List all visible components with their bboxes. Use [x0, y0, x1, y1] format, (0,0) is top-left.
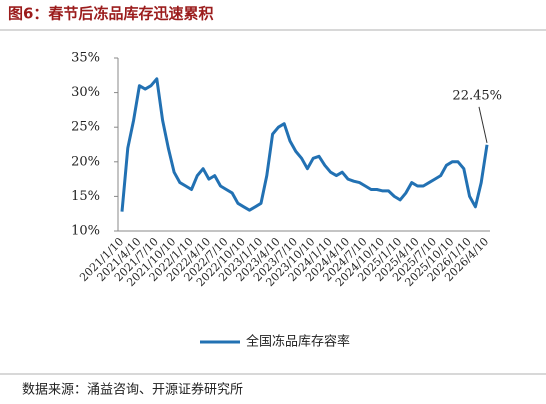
y-tick-label: 15% [71, 189, 100, 204]
y-tick-label: 10% [71, 224, 100, 239]
legend-label: 全国冻品库存容率 [246, 334, 350, 350]
chart-title: 图6：春节后冻品库存迅速累积 [8, 5, 213, 23]
y-tick-label: 35% [71, 51, 100, 66]
value-label: 22.45% [452, 88, 502, 103]
source: 数据来源：涌益咨询、开源证券研究所 [22, 382, 243, 398]
label-leader [478, 106, 488, 143]
series-line [120, 77, 489, 212]
y-tick-label: 30% [71, 85, 100, 100]
y-tick-label: 25% [71, 120, 100, 135]
y-tick-label: 20% [71, 154, 100, 169]
